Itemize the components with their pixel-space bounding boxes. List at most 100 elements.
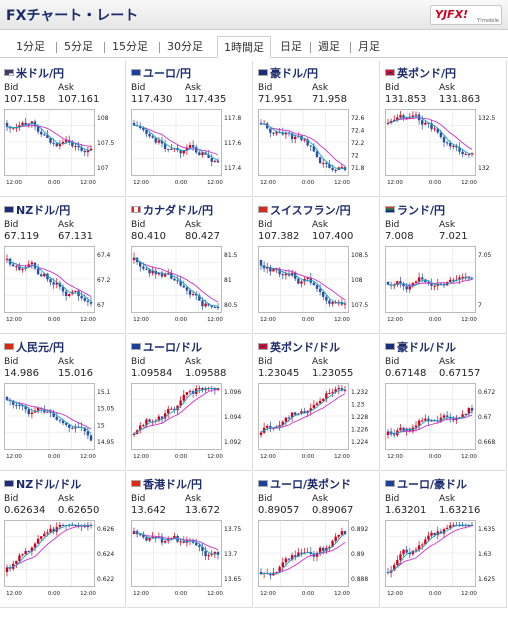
pair-name[interactable]: ユーロ/円 (143, 67, 192, 80)
candle-body (49, 528, 52, 533)
candlestick-chart[interactable]: 0.672 0.67 0.668 12:00 0:00 12:00 (385, 383, 503, 463)
candle-body (176, 280, 179, 282)
currency-pair-title[interactable]: 豪ドル/円 (258, 65, 318, 81)
candle-body (80, 296, 83, 299)
moving-average-short (387, 276, 473, 287)
candlestick-chart[interactable]: 81.5 81 80.5 12:00 0:00 12:00 (131, 246, 249, 326)
pair-name[interactable]: ユーロ/ドル (143, 341, 203, 354)
candlestick-chart[interactable]: 13.75 13.7 13.65 12:00 0:00 12:00 (131, 520, 249, 600)
currency-panel[interactable]: 人民元/円 Bid Ask 14.986 15.016 15.1 15.05 15 1… (0, 335, 126, 471)
candlestick-chart[interactable]: 1.232 1.23 1.228 1.226 1.224 12:00 0:00 12:00 (258, 383, 376, 463)
currency-panel[interactable]: カナダドル/円 Bid Ask 80.410 80.427 81.5 81 80.5… (127, 198, 253, 334)
price-tick-label: 1.226 (351, 427, 368, 434)
currency-panel[interactable]: 豪ドル/円 Bid Ask 71.951 71.958 72.6 72.4 72.2… (254, 61, 380, 197)
bid-label: Bid (385, 220, 400, 230)
currency-pair-title[interactable]: ユーロ/ドル (131, 339, 202, 355)
tab-weekly[interactable]: 週足 (318, 40, 340, 53)
candlestick-chart[interactable]: 132.5 132 12:00 0:00 12:00 (385, 109, 503, 189)
price-tick-label: 0.89 (351, 551, 365, 558)
pair-name[interactable]: 英ポンド/ドル (270, 341, 341, 354)
candle-body (145, 537, 148, 541)
currency-panel[interactable]: 英ポンド/円 Bid Ask 131.853 131.863 132.5 132 1… (381, 61, 507, 197)
tab-monthly[interactable]: 月足 (358, 40, 380, 53)
candle-body (24, 551, 27, 555)
candle-body (58, 143, 62, 147)
price-tick-label: 0.672 (478, 389, 495, 396)
currency-panel[interactable]: スイスフラン/円 Bid Ask 107.382 107.400 108.5 10… (254, 198, 380, 334)
pair-name[interactable]: 人民元/円 (16, 341, 65, 354)
currency-pair-title[interactable]: NZドル/円 (4, 202, 70, 218)
pair-name[interactable]: ランド/円 (397, 204, 446, 217)
candlestick-chart[interactable]: 72.6 72.4 72.2 72 71.8 12:00 0:00 12:00 (258, 109, 376, 189)
candle-body (266, 267, 269, 269)
candle-body (30, 412, 34, 415)
currency-pair-title[interactable]: 豪ドル/ドル (385, 339, 456, 355)
candlestick-chart[interactable]: 117.8 117.6 117.4 12:00 0:00 12:00 (131, 109, 249, 189)
currency-panel[interactable]: NZドル/ドル Bid Ask 0.62634 0.62650 0.626 0.6… (0, 472, 126, 608)
candlestick-chart[interactable]: 1.635 1.63 1.625 12:00 0:00 12:00 (385, 520, 503, 600)
pair-name[interactable]: NZドル/円 (16, 204, 71, 217)
tab-1min[interactable]: 1分足 (16, 40, 45, 53)
candlestick-chart[interactable]: 0.892 0.89 0.888 12:00 0:00 12:00 (258, 520, 376, 600)
candle-body (148, 269, 151, 274)
currency-panel[interactable]: 豪ドル/ドル Bid Ask 0.67148 0.67157 0.672 0.67… (381, 335, 507, 471)
currency-pair-title[interactable]: 英ポンド/円 (385, 65, 456, 81)
currency-panel[interactable]: ユーロ/円 Bid Ask 117.430 117.435 117.8 117.6… (127, 61, 253, 197)
currency-pair-title[interactable]: ユーロ/英ポンド (258, 476, 351, 492)
tab-30min[interactable]: 30分足 (167, 40, 203, 53)
currency-panel[interactable]: NZドル/円 Bid Ask 67.119 67.131 67.4 67.2 67 1… (0, 198, 126, 334)
currency-pair-title[interactable]: 香港ドル/円 (131, 476, 202, 492)
price-tick-label: 81.5 (224, 252, 238, 259)
tab-1hour[interactable]: 1時間足 (217, 36, 271, 58)
currency-pair-title[interactable]: カナダドル/円 (131, 202, 213, 218)
pair-name[interactable]: 米ドル/円 (16, 67, 65, 80)
pair-name[interactable]: 豪ドル/ドル (397, 341, 457, 354)
currency-panel[interactable]: ユーロ/ドル Bid Ask 1.09584 1.09588 1.096 1.09… (127, 335, 253, 471)
currency-pair-title[interactable]: ユーロ/豪ドル (385, 476, 467, 492)
yjfx-logo[interactable]: YJFX! Y!mobile (430, 5, 502, 25)
price-tick-label: 0.888 (351, 576, 368, 583)
currency-panel[interactable]: 米ドル/円 Bid Ask 107.158 107.161 108 107.5 10… (0, 61, 126, 197)
currency-pair-title[interactable]: スイスフラン/円 (258, 202, 351, 218)
candlestick-chart[interactable]: 1.096 1.094 1.092 12:00 0:00 12:00 (131, 383, 249, 463)
pair-name[interactable]: カナダドル/円 (143, 204, 214, 217)
currency-panel[interactable]: 香港ドル/円 Bid Ask 13.642 13.672 13.75 13.7 13… (127, 472, 253, 608)
candle-body (461, 277, 464, 279)
currency-pair-title[interactable]: 米ドル/円 (4, 65, 64, 81)
price-tick-label: 13.7 (224, 551, 238, 558)
currency-panel[interactable]: 英ポンド/ドル Bid Ask 1.23045 1.23055 1.232 1.2… (254, 335, 380, 471)
candle-body (328, 300, 331, 304)
tab-daily[interactable]: 日足 (280, 40, 302, 53)
currency-pair-title[interactable]: NZドル/ドル (4, 476, 81, 492)
pair-name[interactable]: 英ポンド/円 (397, 67, 457, 80)
tab-15min[interactable]: 15分足 (112, 40, 148, 53)
candle-body (182, 394, 185, 401)
candle-body (436, 128, 439, 133)
currency-panel[interactable]: ユーロ/英ポンド Bid Ask 0.89057 0.89067 0.892 0.… (254, 472, 380, 608)
candlestick-chart[interactable]: 0.626 0.624 0.622 12:00 0:00 12:00 (4, 520, 122, 600)
currency-pair-title[interactable]: 人民元/円 (4, 339, 64, 355)
tab-5min[interactable]: 5分足 (64, 40, 93, 53)
currency-pair-title[interactable]: ランド/円 (385, 202, 445, 218)
candle-body (318, 157, 322, 163)
currency-pair-title[interactable]: ユーロ/円 (131, 65, 191, 81)
candle-body (89, 301, 93, 304)
candlestick-chart[interactable]: 7.05 7 12:00 0:00 12:00 (385, 246, 503, 326)
bid-value: 117.430 (131, 94, 173, 105)
candlestick-chart[interactable]: 15.1 15.05 15 14.95 12:00 0:00 12:00 (4, 383, 122, 463)
pair-name[interactable]: ユーロ/豪ドル (397, 478, 468, 491)
bid-label: Bid (4, 220, 19, 230)
pair-name[interactable]: ユーロ/英ポンド (270, 478, 352, 491)
candlestick-chart[interactable]: 108.5 108 107.5 12:00 0:00 12:00 (258, 246, 376, 326)
currency-panel[interactable]: ランド/円 Bid Ask 7.008 7.021 7.05 7 12:00 0:00… (381, 198, 507, 334)
currency-pair-title[interactable]: 英ポンド/ドル (258, 339, 340, 355)
pair-name[interactable]: 香港ドル/円 (143, 478, 203, 491)
candlestick-chart[interactable]: 108 107.5 107 12:00 0:00 12:00 (4, 109, 122, 189)
pair-name[interactable]: スイスフラン/円 (270, 204, 351, 217)
moving-average-long (260, 265, 346, 301)
currency-panel[interactable]: ユーロ/豪ドル Bid Ask 1.63201 1.63216 1.635 1.6… (381, 472, 507, 608)
pair-name[interactable]: NZドル/ドル (16, 478, 82, 491)
moving-average-short (6, 524, 92, 569)
candlestick-chart[interactable]: 67.4 67.2 67 12:00 0:00 12:00 (4, 246, 122, 326)
pair-name[interactable]: 豪ドル/円 (270, 67, 319, 80)
